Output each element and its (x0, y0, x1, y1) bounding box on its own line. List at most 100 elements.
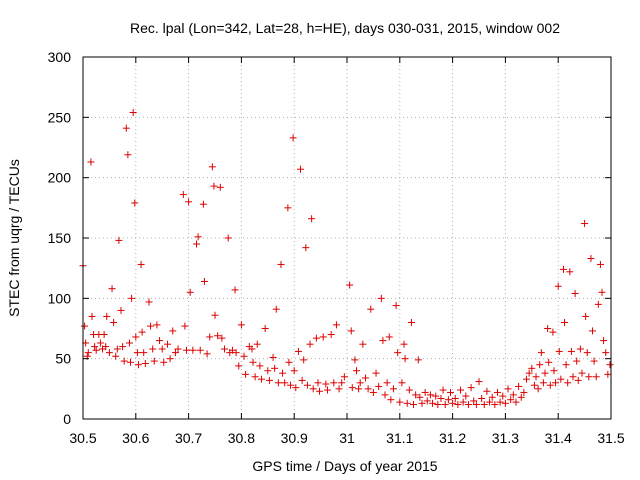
x-tick-label: 30.6 (122, 430, 149, 446)
data-point (300, 356, 308, 364)
data-point (449, 399, 457, 407)
data-point (573, 357, 581, 365)
data-point (464, 401, 472, 409)
x-tick-label: 30.5 (69, 430, 96, 446)
data-point (221, 345, 229, 353)
data-point (256, 362, 264, 370)
chart-title: Rec. lpal (Lon=342, Lat=28, h=HE), days … (130, 20, 560, 36)
data-point (401, 355, 409, 363)
data-point (405, 386, 413, 394)
data-point (421, 388, 429, 396)
data-point (174, 345, 182, 353)
data-point (231, 286, 239, 294)
data-point (261, 325, 269, 332)
data-point (108, 285, 116, 293)
data-point (581, 220, 589, 228)
data-point (120, 357, 128, 365)
data-point (196, 346, 204, 354)
data-point (530, 381, 538, 389)
data-point (523, 375, 531, 383)
data-point (171, 349, 179, 357)
data-point (587, 255, 595, 263)
data-point (122, 124, 130, 132)
data-point (389, 385, 397, 393)
data-point (181, 322, 189, 330)
data-point (140, 349, 148, 357)
data-point (537, 349, 545, 357)
data-point (372, 369, 380, 377)
data-point (199, 200, 207, 208)
y-tick-label: 50 (55, 351, 71, 367)
data-point (117, 306, 125, 314)
data-point (571, 290, 579, 298)
data-point (248, 345, 256, 353)
y-axis-label: STEC from uqrg / TECUs (6, 159, 22, 317)
data-point (493, 388, 501, 396)
data-point (361, 374, 369, 382)
x-tick-label: 30.9 (281, 430, 308, 446)
x-tick-label: 30.7 (175, 430, 202, 446)
data-point (179, 191, 187, 199)
x-axis-label: GPS time / Days of year 2015 (252, 458, 437, 474)
data-point (429, 399, 437, 407)
data-point (133, 349, 141, 357)
y-tick-label: 200 (48, 170, 72, 186)
data-point (200, 277, 208, 285)
data-point (81, 322, 89, 330)
data-point (496, 398, 504, 406)
data-point (499, 392, 507, 400)
data-point (141, 359, 149, 367)
data-point (590, 357, 598, 365)
data-point (604, 370, 612, 378)
data-point (147, 322, 155, 330)
data-point (242, 370, 250, 378)
data-point (478, 394, 486, 402)
data-point (274, 379, 282, 387)
data-point (302, 244, 310, 252)
data-point (561, 318, 569, 326)
data-point (520, 388, 528, 396)
data-point (480, 401, 488, 409)
data-point (193, 240, 201, 248)
data-point (113, 345, 121, 353)
data-point (112, 352, 120, 360)
data-point (216, 183, 224, 191)
data-point (308, 215, 316, 223)
data-point (138, 328, 146, 336)
data-point (335, 385, 343, 393)
data-point (552, 379, 560, 387)
data-point (127, 358, 135, 366)
x-tick-label: 31.1 (386, 430, 413, 446)
x-tick-label: 31.3 (492, 430, 519, 446)
data-point (277, 261, 285, 269)
data-point (314, 379, 322, 387)
data-point (600, 337, 608, 345)
data-point (472, 401, 480, 409)
data-point (228, 346, 236, 354)
data-point (312, 334, 320, 342)
data-point (348, 384, 356, 392)
data-point (166, 355, 174, 363)
data-point (501, 399, 509, 407)
data-point (330, 379, 338, 387)
data-point (483, 387, 491, 395)
data-point (319, 333, 327, 341)
data-point (306, 340, 314, 348)
data-point (279, 369, 287, 377)
data-point (532, 373, 540, 381)
data-point (285, 358, 293, 366)
data-point (356, 379, 364, 387)
data-point (555, 347, 563, 355)
data-point (585, 373, 593, 381)
data-point (567, 347, 575, 355)
data-point (379, 337, 387, 345)
data-point (284, 204, 292, 212)
data-point (206, 333, 214, 341)
data-point (332, 321, 340, 329)
data-point (84, 349, 92, 357)
data-point (297, 165, 305, 173)
data-point (102, 343, 110, 351)
data-point (156, 337, 164, 345)
data-point (149, 345, 157, 353)
